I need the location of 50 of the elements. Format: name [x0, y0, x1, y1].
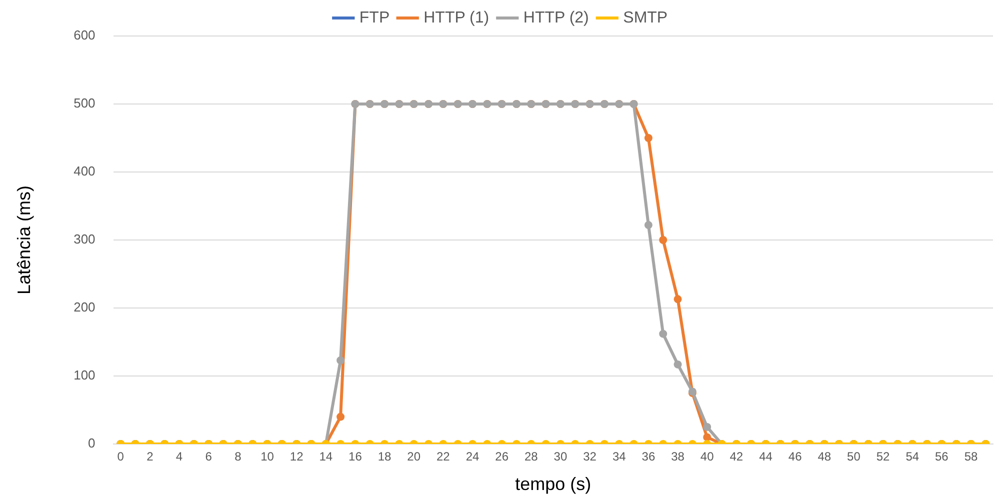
y-tick-label: 200: [74, 300, 96, 315]
x-tick-label: 18: [378, 450, 392, 464]
point: [659, 330, 668, 338]
legend-label: FTP: [359, 9, 390, 26]
x-tick-label: 26: [495, 450, 509, 464]
x-tick-label: 0: [117, 450, 124, 464]
y-tick-label: 600: [74, 28, 96, 43]
x-tick-label: 8: [234, 450, 242, 464]
legend-label: SMTP: [623, 9, 668, 26]
x-tick-label: 46: [788, 450, 802, 464]
y-tick-label: 0: [88, 436, 96, 451]
y-tick-label: 300: [74, 232, 96, 247]
point: [644, 221, 652, 230]
x-tick-label: 16: [348, 450, 362, 464]
x-tick-label: 44: [759, 450, 773, 464]
point: [674, 360, 682, 368]
x-axis-title: tempo (s): [515, 474, 592, 494]
x-tick-label: 12: [290, 450, 304, 464]
point: [336, 356, 345, 364]
x-tick-label: 38: [671, 450, 685, 464]
x-tick-label: 50: [847, 450, 861, 464]
x-tick-label: 36: [642, 450, 656, 464]
x-tick-label: 28: [524, 450, 538, 464]
x-tick-label: 42: [730, 450, 744, 464]
x-tick-label: 58: [964, 450, 978, 464]
point: [644, 134, 652, 142]
x-tick-label: 14: [319, 450, 333, 464]
x-tick-label: 24: [466, 450, 480, 464]
x-tick-label: 32: [583, 450, 597, 464]
y-tick-label: 500: [74, 96, 96, 111]
x-tick-label: 30: [554, 450, 568, 464]
x-tick-label: 34: [612, 450, 626, 464]
x-tick-label: 10: [260, 450, 274, 464]
legend-label: HTTP (1): [424, 9, 490, 26]
y-axis-title: Latência (ms): [14, 185, 34, 295]
x-tick-label: 48: [818, 450, 832, 464]
x-tick-label: 40: [700, 450, 714, 464]
x-tick-label: 4: [176, 450, 183, 464]
y-tick-label: 400: [74, 164, 96, 179]
legend-label: HTTP (2): [523, 9, 589, 26]
x-tick-label: 56: [935, 450, 949, 464]
x-tick-label: 22: [436, 450, 450, 464]
x-tick-label: 20: [407, 450, 421, 464]
y-tick-label: 100: [74, 368, 96, 383]
x-tick-label: 52: [876, 450, 890, 464]
point: [659, 236, 668, 244]
x-tick-label: 6: [205, 450, 212, 464]
x-tick-label: 54: [906, 450, 920, 464]
x-tick-label: 2: [146, 450, 154, 464]
point: [674, 295, 682, 304]
